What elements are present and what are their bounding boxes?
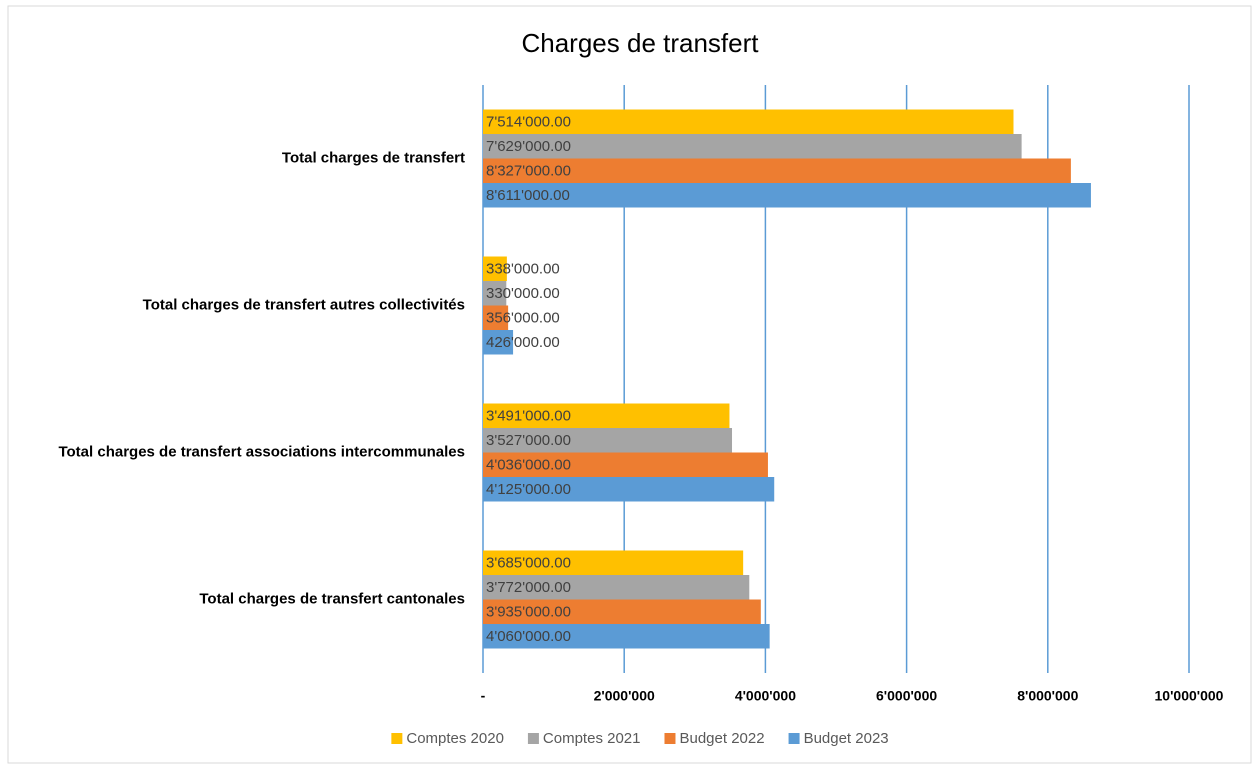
data-label: 3'685'000.00 [486, 555, 571, 572]
data-label: 7'514'000.00 [486, 114, 571, 131]
y-tick-label: Total charges de transfert [282, 149, 465, 166]
data-label: 3'772'000.00 [486, 579, 571, 596]
bar [483, 158, 1071, 183]
legend-label: Comptes 2020 [406, 730, 504, 747]
data-label: 3'527'000.00 [486, 432, 571, 449]
data-label: 4'060'000.00 [486, 628, 571, 645]
x-tick-label: 4'000'000 [735, 688, 796, 704]
legend-swatch [788, 733, 800, 744]
bar [483, 109, 1014, 134]
data-label: 4'036'000.00 [486, 457, 571, 474]
y-tick-label: Total charges de transfert associations … [58, 443, 465, 460]
bar [483, 403, 730, 428]
x-tick-label: 6'000'000 [876, 688, 937, 704]
legend-swatch [664, 733, 676, 744]
bar [483, 477, 775, 502]
bar [483, 599, 761, 624]
bar [483, 330, 514, 355]
x-tick-label: - [481, 688, 486, 704]
x-tick-label: 2'000'000 [594, 688, 655, 704]
legend-swatch [391, 733, 403, 744]
x-tick-label: 10'000'000 [1155, 688, 1224, 704]
y-tick-label: Total charges de transfert cantonales [199, 590, 465, 607]
data-label: 3'491'000.00 [486, 408, 571, 425]
bar [483, 183, 1091, 208]
bar [483, 256, 507, 281]
legend-label: Budget 2022 [679, 730, 764, 747]
legend-label: Budget 2023 [804, 730, 889, 747]
data-label: 356'000.00 [486, 310, 560, 327]
chart-title: Charges de transfert [521, 28, 759, 58]
bar [483, 305, 509, 330]
data-label: 330'000.00 [486, 285, 560, 302]
data-label: 3'935'000.00 [486, 604, 571, 621]
bar [483, 134, 1022, 159]
data-label: 8'327'000.00 [486, 163, 571, 180]
y-tick-label: Total charges de transfert autres collec… [143, 296, 465, 313]
legend-label: Comptes 2021 [543, 730, 641, 747]
bar [483, 575, 750, 600]
bar [483, 550, 744, 575]
legend-swatch [527, 733, 539, 744]
bar [483, 624, 770, 649]
data-label: 8'611'000.00 [486, 187, 570, 204]
data-label: 7'629'000.00 [486, 138, 571, 155]
bar [483, 428, 733, 453]
bar [483, 452, 768, 477]
data-label: 4'125'000.00 [486, 481, 571, 498]
data-label: 338'000.00 [486, 261, 560, 278]
x-tick-label: 8'000'000 [1017, 688, 1078, 704]
data-label: 426'000.00 [486, 334, 560, 351]
bar [483, 281, 507, 306]
